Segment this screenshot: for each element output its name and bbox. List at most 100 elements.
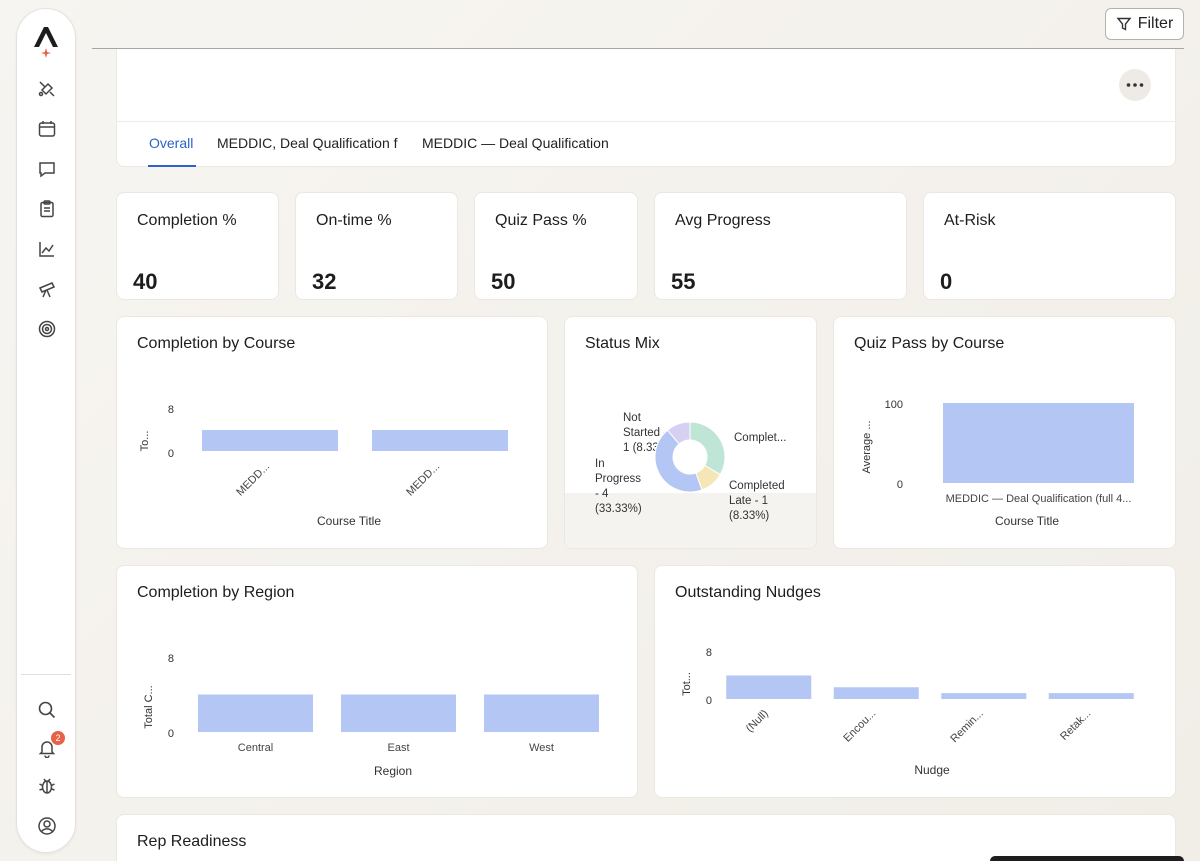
app-logo[interactable]: [30, 25, 62, 61]
chart-title: Quiz Pass by Course: [854, 335, 1005, 352]
tab-overall[interactable]: Overall: [149, 135, 194, 151]
pie-slice[interactable]: [654, 429, 703, 493]
x-axis-label: Course Title: [995, 514, 1059, 528]
x-tick-label: Retak...: [1058, 708, 1093, 743]
chart-title: Completion by Course: [137, 335, 296, 352]
line-chart-icon[interactable]: [35, 237, 59, 261]
bell-icon[interactable]: 2: [35, 731, 65, 760]
kpi-title: Completion %: [137, 212, 237, 229]
kpi-title: Avg Progress: [675, 212, 771, 229]
pie-label-completed-late: Late - 1: [729, 495, 768, 507]
bar[interactable]: [1048, 693, 1134, 699]
kpi-value: 40: [133, 269, 158, 294]
kpi-title: At-Risk: [944, 212, 996, 229]
search-icon[interactable]: [35, 698, 59, 722]
x-tick-label: (Null): [744, 708, 771, 735]
bar[interactable]: [943, 403, 1134, 483]
filter-icon: [1116, 17, 1132, 31]
y-axis-label: To...: [139, 431, 151, 452]
pie-label-not-started: Started -: [623, 427, 667, 439]
chart-card-completion-by-course: Completion by Course To... 8 0 Course Ti…: [116, 316, 548, 549]
floating-bar[interactable]: [990, 856, 1184, 861]
tab-meddic-deal-qualification[interactable]: MEDDIC — Deal Qualification: [422, 135, 609, 151]
chart-title: Outstanding Nudges: [675, 584, 821, 601]
target-icon[interactable]: [35, 317, 59, 341]
pie-label-in-progress: - 4: [595, 488, 609, 500]
more-options-button[interactable]: [1119, 69, 1151, 101]
completion-by-course-chart: To... 8 0 Course Title MEDD... MEDD...: [139, 404, 508, 528]
telescope-icon[interactable]: [35, 277, 59, 301]
bar[interactable]: [484, 694, 599, 733]
y-tick-label: 100: [885, 399, 903, 411]
filter-button[interactable]: Filter: [1105, 8, 1184, 40]
y-tick-label: 8: [168, 404, 174, 416]
chart-title: Status Mix: [585, 335, 660, 352]
y-tick-label: 0: [168, 728, 174, 740]
active-tab-indicator: [148, 165, 196, 167]
bug-icon[interactable]: [35, 774, 59, 798]
x-tick-label: West: [529, 742, 554, 754]
chart-title: Completion by Region: [137, 584, 295, 601]
bar[interactable]: [833, 687, 919, 699]
bar[interactable]: [341, 694, 456, 733]
pie-label-completed: Complet...: [734, 432, 786, 444]
notification-badge: 2: [51, 731, 65, 745]
x-tick-label: Encou...: [841, 708, 878, 745]
x-axis-label: Nudge: [914, 763, 950, 777]
kpi-title: On-time %: [316, 212, 392, 229]
bar[interactable]: [202, 430, 338, 451]
tab-bar: Overall MEDDIC, Deal Qualification f MED…: [117, 121, 1175, 167]
bar[interactable]: [726, 675, 812, 700]
dashboard-header: Overall MEDDIC, Deal Qualification f MED…: [116, 49, 1176, 167]
y-tick-label: 0: [897, 479, 903, 491]
quiz-pass-by-course-chart: Average ... 100 0 Course Title MEDDIC — …: [861, 399, 1134, 528]
chart-card-outstanding-nudges: Outstanding Nudges Tot... 8 0 Nudge (Nul…: [654, 565, 1176, 798]
x-tick-label: MEDD...: [404, 461, 442, 499]
pie-slice[interactable]: [666, 421, 691, 445]
x-tick-label: Central: [238, 742, 273, 754]
pie-label-not-started: Not: [623, 412, 642, 424]
kpi-value: 55: [671, 269, 696, 294]
chart-footer-band: [565, 493, 816, 548]
x-tick-label: MEDDIC — Deal Qualification (full 4...: [946, 493, 1132, 505]
x-tick-label: East: [387, 742, 409, 754]
chart-card-quiz-pass-by-course: Quiz Pass by Course Average ... 100 0 Co…: [833, 316, 1176, 549]
calendar-icon[interactable]: [35, 117, 59, 141]
status-mix-chart: Not Started - 1 (8.33%) In Progress - 4 …: [595, 412, 786, 522]
ellipsis-icon: [1126, 83, 1144, 87]
y-axis-label: Total C...: [143, 685, 155, 728]
bar[interactable]: [372, 430, 508, 451]
y-tick-label: 8: [706, 647, 712, 659]
kpi-value: 32: [312, 269, 337, 294]
chart-title: Rep Readiness: [137, 833, 247, 850]
x-axis-label: Course Title: [317, 514, 381, 528]
pie-label-in-progress: Progress: [595, 473, 641, 485]
chart-card-status-mix: Status Mix Not Started - 1 (8.33%) In Pr…: [564, 316, 817, 549]
pie-label-completed-late: (8.33%): [729, 510, 769, 522]
user-circle-icon[interactable]: [35, 814, 59, 838]
y-tick-label: 0: [168, 448, 174, 460]
kpi-value: 50: [491, 269, 516, 294]
pen-tool-icon[interactable]: [35, 77, 59, 101]
header-divider: [92, 48, 1184, 49]
rep-readiness-card: Rep Readiness: [116, 814, 1176, 861]
sidebar-divider: [21, 674, 71, 675]
x-tick-label: MEDD...: [234, 461, 272, 499]
kpi-card-completion: Completion % 40: [116, 192, 279, 300]
kpi-title: Quiz Pass %: [495, 212, 587, 229]
x-axis-label: Region: [374, 764, 412, 778]
chart-card-completion-by-region: Completion by Region Total C... 8 0 Regi…: [116, 565, 638, 798]
pie-label-in-progress: (33.33%): [595, 503, 642, 515]
chat-icon[interactable]: [35, 157, 59, 181]
clipboard-icon[interactable]: [35, 197, 59, 221]
bar[interactable]: [198, 694, 313, 733]
y-axis-label: Average ...: [861, 421, 873, 474]
kpi-card-on-time: On-time % 32: [295, 192, 458, 300]
kpi-card-at-risk: At-Risk 0: [923, 192, 1176, 300]
completion-by-region-chart: Total C... 8 0 Region Central East West: [143, 653, 599, 778]
tab-meddic-f[interactable]: MEDDIC, Deal Qualification f: [217, 135, 398, 151]
bar[interactable]: [941, 693, 1027, 699]
pie-label-completed-late: Completed: [729, 480, 785, 492]
outstanding-nudges-chart: Tot... 8 0 Nudge (Null) Encou... Remin... R…: [681, 647, 1134, 777]
x-tick-label: Remin...: [948, 708, 985, 745]
